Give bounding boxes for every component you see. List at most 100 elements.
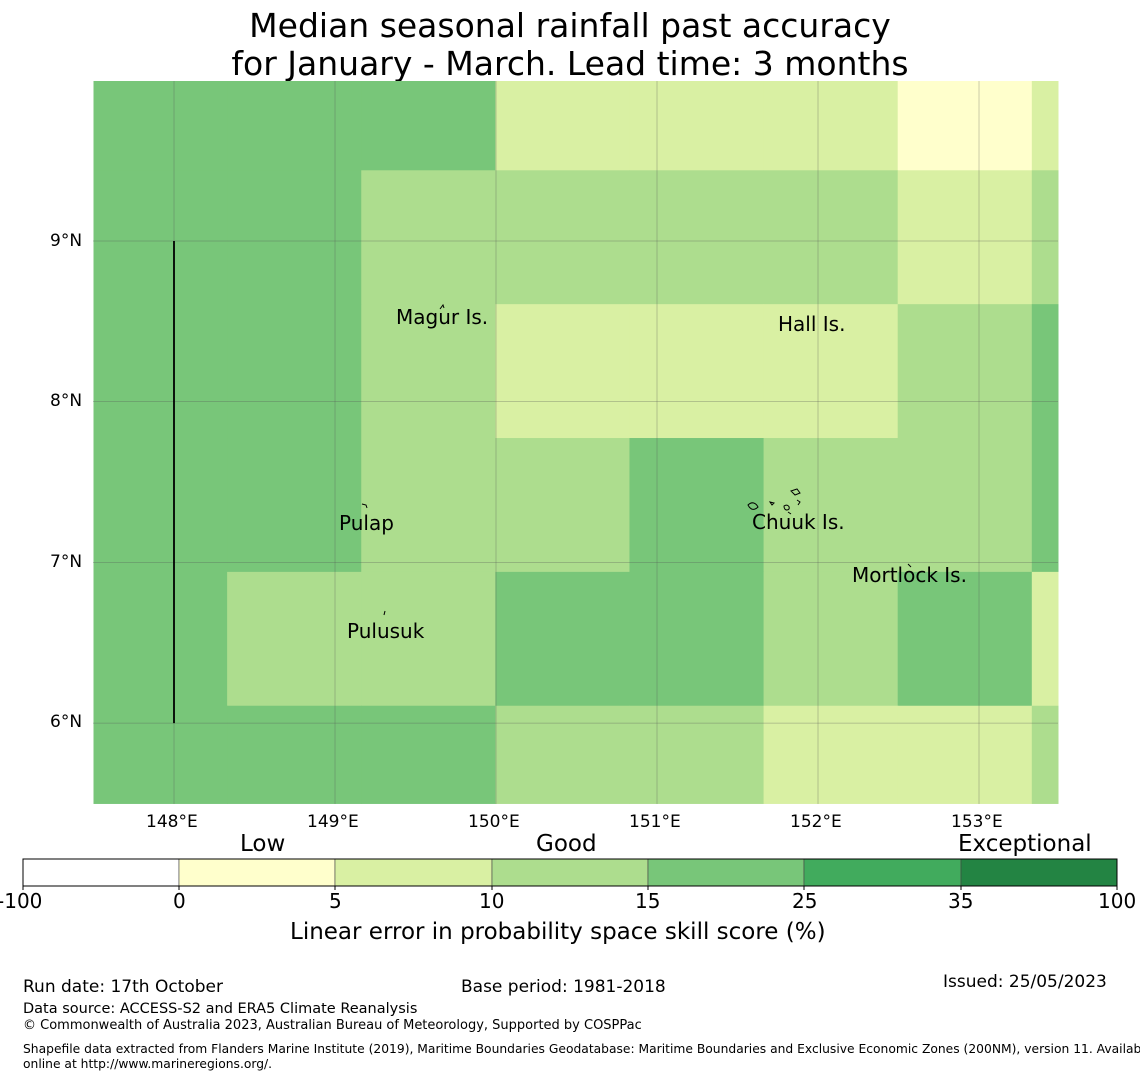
skill-cell bbox=[629, 81, 765, 171]
skill-cell bbox=[1031, 170, 1059, 305]
skill-cell bbox=[763, 438, 899, 573]
colorbar-tick: 10 bbox=[479, 889, 505, 913]
skill-cell bbox=[629, 304, 765, 439]
skill-cell bbox=[897, 438, 1033, 573]
skill-cell bbox=[93, 705, 228, 804]
place-label-hall: Hall Is. bbox=[778, 312, 846, 336]
lat-tick-8n: 8°N bbox=[50, 391, 83, 411]
lon-tick-150e: 150°E bbox=[468, 812, 520, 832]
colorbar-tick: -100 bbox=[0, 889, 43, 913]
skill-cell bbox=[897, 170, 1033, 305]
skill-cell bbox=[763, 81, 899, 171]
skill-cell bbox=[93, 304, 228, 439]
run-date: Run date: 17th October bbox=[23, 977, 223, 997]
colorbar-frame bbox=[22, 858, 1118, 887]
skill-cell bbox=[897, 304, 1033, 439]
colorbar-tick: 0 bbox=[173, 889, 186, 913]
graticule bbox=[93, 81, 1058, 804]
skill-cell bbox=[1031, 705, 1059, 804]
skill-cell bbox=[1031, 438, 1059, 573]
skill-cell bbox=[361, 571, 496, 707]
skill-cell bbox=[897, 571, 1033, 707]
skill-cell bbox=[227, 705, 362, 804]
colorbar-tick: 15 bbox=[635, 889, 661, 913]
skill-cell bbox=[93, 81, 228, 171]
lon-tick-152e: 152°E bbox=[790, 812, 842, 832]
place-label-magur: Magur Is. bbox=[396, 305, 489, 329]
skill-cell bbox=[763, 705, 899, 804]
skill-cell bbox=[1031, 304, 1059, 439]
map-title-line-1: Median seasonal rainfall past accuracy bbox=[249, 6, 891, 45]
colorbar-segment bbox=[647, 858, 805, 887]
skill-grid-cells bbox=[93, 81, 1059, 804]
pulap-island-outline bbox=[361, 503, 368, 509]
skill-cell bbox=[93, 170, 228, 305]
colorbar-heading-exceptional: Exceptional bbox=[958, 831, 1092, 857]
lon-tick-149e: 149°E bbox=[307, 812, 359, 832]
colorbar bbox=[22, 858, 1118, 890]
issued-date: Issued: 25/05/2023 bbox=[943, 972, 1107, 992]
pulusuk-island-outline bbox=[383, 610, 386, 616]
skill-cell bbox=[361, 304, 496, 439]
skill-cell bbox=[227, 571, 362, 707]
skill-cell bbox=[93, 438, 228, 573]
colorbar-heading-good: Good bbox=[536, 831, 597, 857]
place-label-pulusuk: Pulusuk bbox=[347, 619, 425, 643]
skill-cell bbox=[495, 81, 630, 171]
lat-tick-9n: 9°N bbox=[50, 231, 83, 251]
base-period: Base period: 1981-2018 bbox=[461, 977, 666, 997]
skill-cell bbox=[495, 438, 630, 573]
colorbar-tick: 5 bbox=[329, 889, 342, 913]
chuuk-island-outlines bbox=[747, 488, 801, 515]
skill-cell bbox=[361, 81, 496, 171]
lat-tick-6n: 6°N bbox=[50, 712, 83, 732]
colorbar-segment bbox=[803, 858, 962, 887]
colorbar-segment bbox=[491, 858, 649, 887]
skill-cell bbox=[629, 170, 765, 305]
place-label-chuuk: Chuuk Is. bbox=[752, 510, 845, 534]
skill-cell bbox=[629, 438, 765, 573]
island-outlines bbox=[361, 303, 912, 616]
magur-island-outline bbox=[439, 303, 445, 310]
shapefile-credit-line-1: Shapefile data extracted from Flanders M… bbox=[23, 1042, 1140, 1056]
skill-cell bbox=[495, 571, 630, 707]
skill-cell bbox=[495, 304, 630, 439]
place-label-mortlock: Mortlock Is. bbox=[852, 563, 967, 587]
place-label-pulap: Pulap bbox=[339, 511, 394, 535]
skill-cell bbox=[763, 170, 899, 305]
skill-cell bbox=[361, 438, 496, 573]
colorbar-heading-low: Low bbox=[240, 831, 286, 857]
data-source: Data source: ACCESS-S2 and ERA5 Climate … bbox=[23, 1001, 418, 1017]
copyright: © Commonwealth of Australia 2023, Austra… bbox=[23, 1018, 642, 1033]
lon-tick-151e: 151°E bbox=[629, 812, 681, 832]
colorbar-tick: 35 bbox=[948, 889, 974, 913]
skill-cell bbox=[897, 81, 1033, 171]
skill-cell bbox=[495, 705, 630, 804]
colorbar-tick: 25 bbox=[792, 889, 818, 913]
colorbar-segment bbox=[178, 858, 336, 887]
skill-cell bbox=[495, 170, 630, 305]
lon-tick-153e: 153°E bbox=[951, 812, 1003, 832]
skill-cell bbox=[763, 571, 899, 707]
map-title-line-2: for January - March. Lead time: 3 months bbox=[231, 44, 909, 83]
skill-cell bbox=[227, 438, 362, 573]
skill-cell bbox=[629, 571, 765, 707]
lon-tick-148e: 148°E bbox=[146, 812, 198, 832]
skill-cell bbox=[93, 571, 228, 707]
skill-cell bbox=[897, 705, 1033, 804]
mortlock-island-outline bbox=[907, 563, 912, 568]
skill-cell bbox=[361, 705, 496, 804]
skill-cell bbox=[227, 304, 362, 439]
skill-cell bbox=[629, 705, 765, 804]
shapefile-credit-line-2: online at http://www.marineregions.org/. bbox=[23, 1057, 273, 1071]
colorbar-label: Linear error in probability space skill … bbox=[290, 919, 826, 945]
colorbar-segment bbox=[22, 858, 180, 887]
colorbar-segment bbox=[334, 858, 493, 887]
lat-tick-7n: 7°N bbox=[50, 552, 83, 572]
colorbar-segment bbox=[960, 858, 1118, 887]
skill-cell bbox=[227, 81, 362, 171]
skill-cell bbox=[361, 170, 496, 305]
skill-cell bbox=[1031, 571, 1059, 707]
skill-cell bbox=[227, 170, 362, 305]
